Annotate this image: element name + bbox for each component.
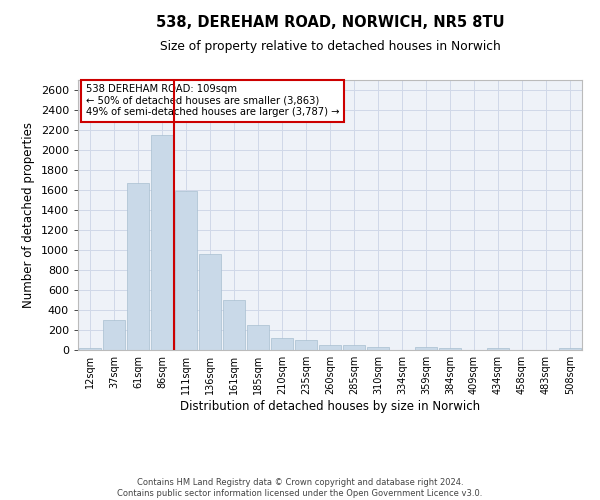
Bar	[415, 346, 437, 350]
Bar	[295, 340, 317, 350]
Text: Size of property relative to detached houses in Norwich: Size of property relative to detached ho…	[160, 40, 500, 53]
Bar	[271, 338, 293, 350]
Bar	[127, 183, 149, 350]
Bar	[439, 348, 461, 350]
Bar	[487, 348, 509, 350]
Text: Contains HM Land Registry data © Crown copyright and database right 2024.
Contai: Contains HM Land Registry data © Crown c…	[118, 478, 482, 498]
X-axis label: Distribution of detached houses by size in Norwich: Distribution of detached houses by size …	[180, 400, 480, 413]
Bar	[199, 254, 221, 350]
Bar	[223, 300, 245, 350]
Text: 538 DEREHAM ROAD: 109sqm
← 50% of detached houses are smaller (3,863)
49% of sem: 538 DEREHAM ROAD: 109sqm ← 50% of detach…	[86, 84, 339, 117]
Text: 538, DEREHAM ROAD, NORWICH, NR5 8TU: 538, DEREHAM ROAD, NORWICH, NR5 8TU	[155, 15, 505, 30]
Bar	[79, 348, 101, 350]
Bar	[247, 325, 269, 350]
Bar	[319, 345, 341, 350]
Bar	[151, 135, 173, 350]
Bar	[103, 320, 125, 350]
Bar	[367, 346, 389, 350]
Bar	[175, 191, 197, 350]
Bar	[559, 348, 581, 350]
Bar	[343, 345, 365, 350]
Y-axis label: Number of detached properties: Number of detached properties	[22, 122, 35, 308]
